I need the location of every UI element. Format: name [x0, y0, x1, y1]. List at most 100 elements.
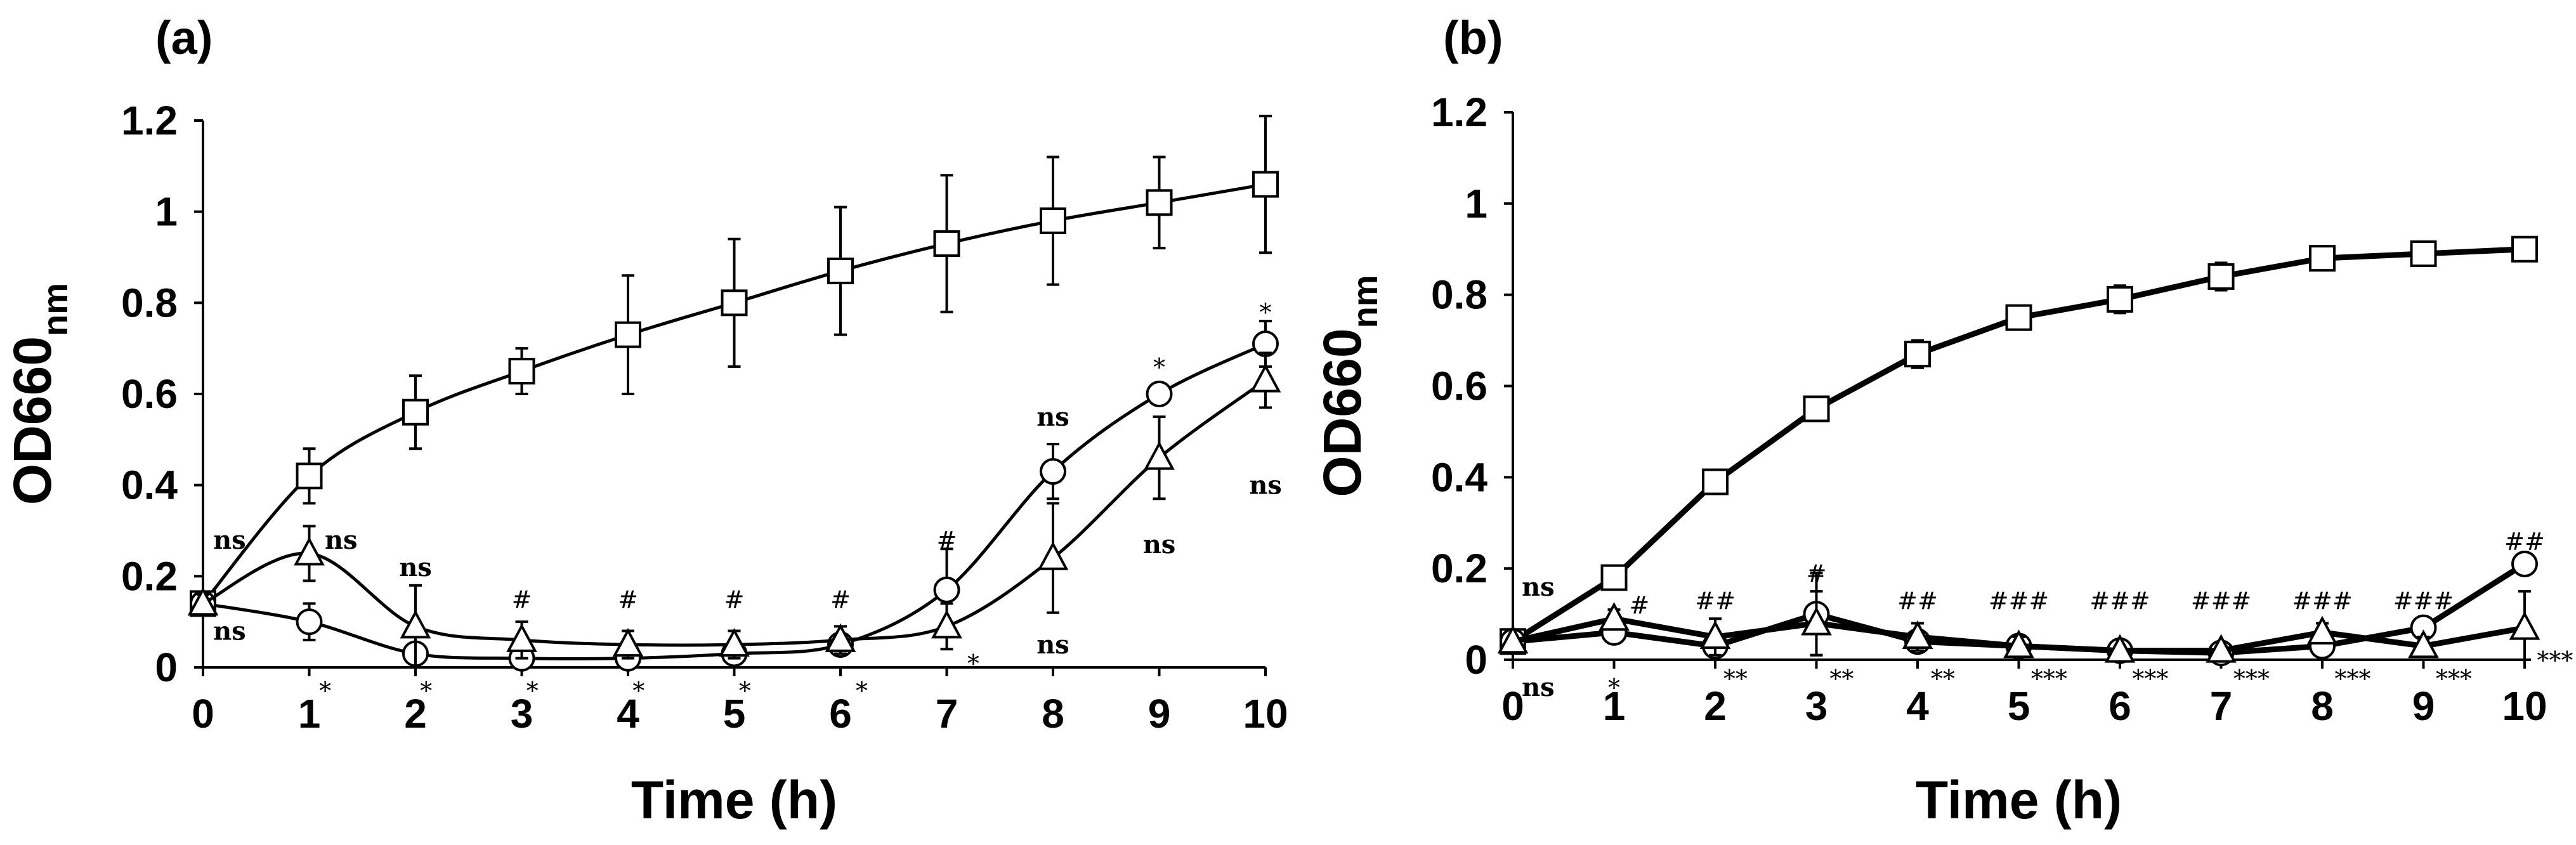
x-tick-label: 6	[829, 691, 852, 737]
y-tick-label: 1.2	[1431, 89, 1487, 135]
point-triangle	[719, 627, 750, 657]
point-triangle	[294, 537, 325, 566]
x-tick-label: 10	[1243, 691, 1288, 737]
point-square	[827, 258, 854, 285]
point-circle	[1146, 381, 1173, 407]
point-square	[2410, 240, 2437, 267]
y-tick-label: 0	[1465, 637, 1487, 683]
point-triangle	[2509, 611, 2540, 640]
significance-label: #	[512, 586, 532, 613]
significance-label: ###	[1989, 587, 2050, 615]
significance-label: ##	[2504, 528, 2545, 556]
x-tick-label: 7	[936, 691, 958, 737]
point-square	[2309, 245, 2336, 272]
y-tick-label: 0.4	[121, 462, 178, 508]
significance-label: ns	[1522, 672, 1555, 702]
point-triangle	[506, 623, 537, 652]
significance-label: #	[724, 586, 745, 613]
y-tick-label: 0.8	[121, 280, 178, 325]
point-square	[2207, 263, 2235, 290]
x-tick-label: 8	[2311, 683, 2334, 729]
y-tick-label: 0.2	[1431, 546, 1487, 591]
point-triangle	[1037, 541, 1069, 570]
significance-label: *	[526, 677, 539, 705]
x-tick-label: 2	[404, 691, 427, 737]
x-tick-label: 7	[2210, 683, 2233, 729]
significance-label: *	[319, 677, 331, 705]
significance-label: **	[1723, 665, 1748, 693]
y-axis-title: OD660nm	[3, 283, 75, 505]
y-tick-label: 0.2	[121, 553, 178, 599]
significance-label: ***	[2031, 665, 2067, 693]
significance-label: ##	[1897, 587, 1938, 615]
significance-label: ns	[1143, 530, 1176, 560]
point-circle	[296, 608, 323, 636]
x-tick-label: 9	[2412, 683, 2435, 729]
significance-label: #	[1629, 592, 1649, 620]
panel-a: (a) 0 0.2 0.4 0.6 0.8 1 1.2 0 1 2 3 4 5 6 7 8 9 10 Time (h)…	[3, 11, 1288, 830]
panel-b: (b) 0 0.2 0.4 0.6 0.8 1 1.2 0 1 2 3 4 5 6 7 8 9 10 Time (h)…	[1312, 11, 2573, 830]
point-triangle	[931, 610, 962, 639]
point-triangle	[2104, 634, 2136, 663]
significance-label: *	[856, 677, 868, 705]
significance-label: *	[967, 650, 979, 678]
significance-label: #	[937, 527, 957, 554]
significance-label: ***	[2537, 646, 2573, 674]
y-tick-label: 0.8	[1431, 272, 1487, 318]
significance-label: ###	[2292, 587, 2353, 615]
point-triangle	[2306, 615, 2338, 645]
significance-label: *	[1260, 299, 1272, 327]
x-tick-label: 4	[1906, 683, 1929, 729]
point-triangle	[1599, 602, 1630, 631]
point-triangle	[612, 627, 644, 657]
significance-label: ns	[399, 553, 432, 582]
x-tick-label: 8	[1042, 691, 1064, 737]
panel-label: (a)	[155, 11, 212, 64]
point-triangle	[1250, 364, 1281, 393]
significance-label: ns	[213, 525, 246, 555]
significance-label: #	[830, 586, 851, 613]
significance-label: #	[1807, 560, 1827, 587]
point-triangle	[825, 623, 856, 652]
x-axis-title: Time (h)	[631, 770, 837, 830]
significance-label: *	[739, 677, 751, 705]
y-tick-label: 0.6	[121, 371, 178, 417]
x-tick-label: 9	[1148, 691, 1171, 737]
point-square	[508, 358, 535, 385]
significance-label: ns	[1522, 572, 1555, 602]
significance-label: *	[1608, 674, 1620, 702]
significance-label: ns	[1249, 471, 1282, 501]
significance-label: ns	[1036, 630, 1069, 660]
x-tick-label: 5	[2008, 683, 2030, 729]
x-tick-label: 5	[723, 691, 746, 737]
x-tick-label: 0	[192, 691, 214, 737]
x-axis-title: Time (h)	[1916, 770, 2122, 830]
significance-label: ***	[2233, 665, 2270, 693]
y-tick-label: 1	[1465, 181, 1487, 226]
point-triangle	[400, 610, 431, 639]
y-tick-label: 0.6	[1431, 364, 1487, 409]
point-triangle	[1497, 625, 1529, 654]
significance-label: ###	[2089, 587, 2150, 615]
y-tick-label: 1.2	[121, 98, 178, 143]
point-triangle	[2003, 629, 2034, 658]
point-square	[296, 462, 323, 490]
point-square	[1040, 207, 1066, 235]
significance-label: ***	[2334, 665, 2370, 693]
point-square	[1600, 564, 1628, 591]
x-tick-label: 2	[1704, 683, 1727, 729]
significance-label: ##	[1695, 587, 1736, 615]
point-square	[1252, 171, 1279, 198]
significance-label: *	[1153, 353, 1165, 381]
significance-label: #	[618, 586, 638, 613]
significance-label: ###	[2191, 587, 2252, 615]
significance-label: ns	[213, 617, 246, 646]
significance-label: ***	[2436, 665, 2472, 693]
significance-label: **	[1829, 665, 1854, 693]
point-square	[1803, 395, 1830, 422]
point-triangle	[2206, 634, 2237, 663]
x-tick-label: 1	[298, 691, 321, 737]
point-square	[1904, 341, 1931, 368]
point-square	[1702, 468, 1729, 495]
